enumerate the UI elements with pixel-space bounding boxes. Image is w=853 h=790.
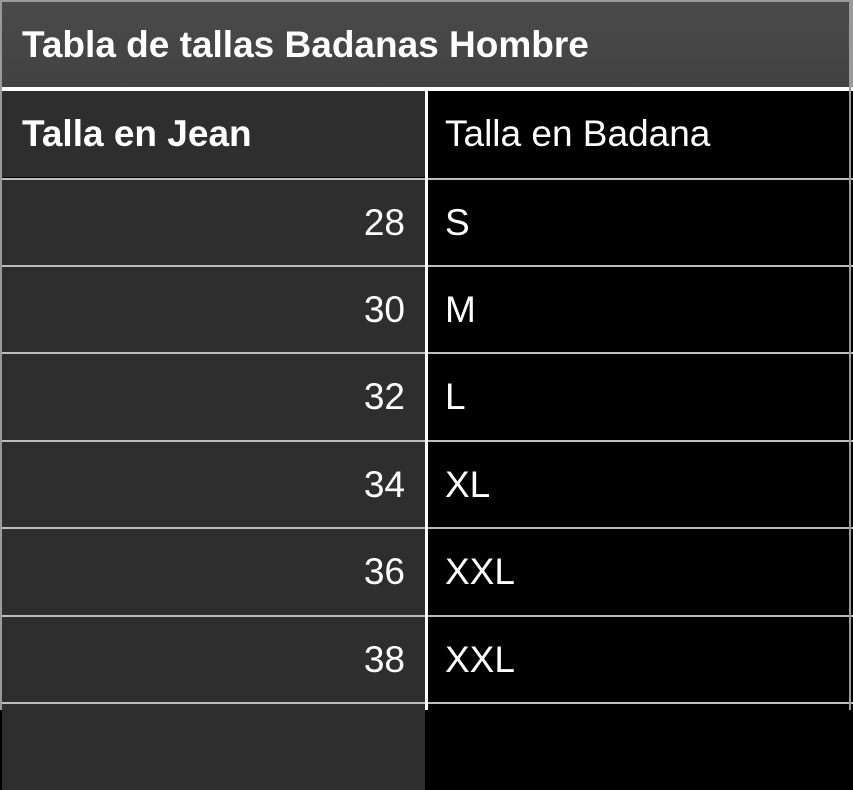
divider — [0, 87, 853, 91]
cell-badana: S — [428, 180, 849, 266]
table-row: 28 S — [0, 180, 853, 266]
cell-badana: XXL — [428, 617, 849, 703]
table-header-row: Talla en Jean Talla en Badana — [0, 91, 853, 177]
cell-jean: 34 — [2, 442, 425, 528]
cell-jean — [2, 704, 425, 790]
header-cell-jean: Talla en Jean — [2, 91, 425, 177]
cell-badana: XL — [428, 442, 849, 528]
table-row — [0, 704, 853, 790]
column-divider — [425, 91, 428, 710]
cell-jean: 28 — [2, 180, 425, 266]
cell-badana — [428, 704, 849, 790]
table-title-bar: Tabla de tallas Badanas Hombre — [0, 0, 853, 87]
border — [0, 0, 2, 710]
table-row: 34 XL — [0, 442, 853, 528]
border — [849, 0, 851, 710]
cell-badana: L — [428, 354, 849, 440]
cell-jean: 32 — [2, 354, 425, 440]
cell-badana: XXL — [428, 529, 849, 615]
table-row: 36 XXL — [0, 529, 853, 615]
table-row: 32 L — [0, 354, 853, 440]
cell-jean: 36 — [2, 529, 425, 615]
cell-jean: 38 — [2, 617, 425, 703]
cell-badana: M — [428, 267, 849, 353]
cell-jean: 30 — [2, 267, 425, 353]
table-row: 30 M — [0, 267, 853, 353]
header-cell-badana: Talla en Badana — [428, 91, 849, 177]
table-row: 38 XXL — [0, 617, 853, 703]
table-title: Tabla de tallas Badanas Hombre — [22, 24, 589, 65]
